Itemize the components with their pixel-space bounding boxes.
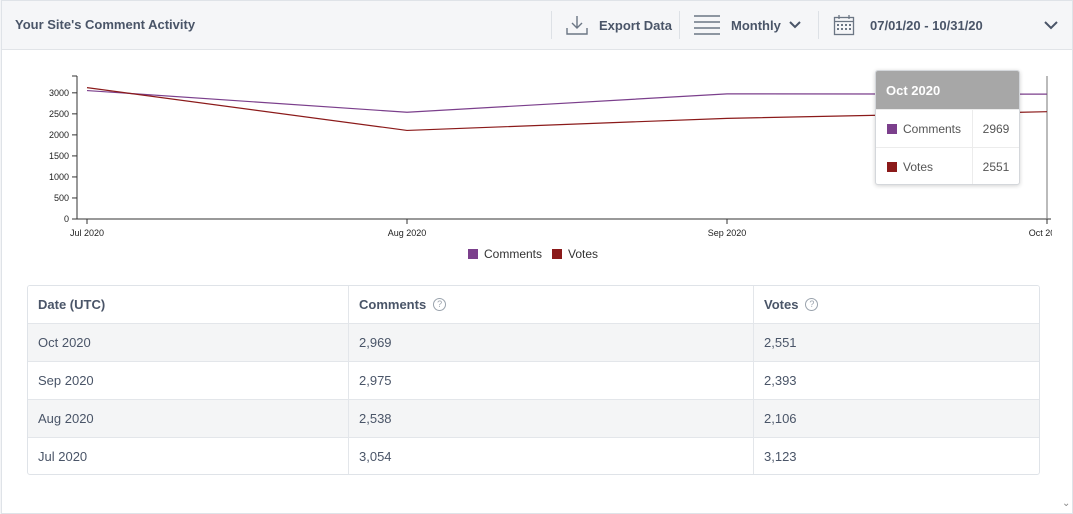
tooltip-series-name: Comments [903, 121, 962, 136]
tooltip-row-comments: Comments 2969 [876, 109, 1019, 147]
legend-item-comments[interactable]: Comments [468, 247, 542, 261]
legend-item-votes[interactable]: Votes [552, 247, 598, 261]
date-cell: Aug 2020 [28, 400, 349, 437]
date-range-picker[interactable]: 07/01/20 - 10/31/20 [833, 10, 983, 40]
activity-table: Date (UTC) Comments? Votes? Oct 2020 2,9… [27, 285, 1040, 475]
chart-tooltip: Oct 2020 Comments 2969 Votes 2551 [875, 70, 1020, 185]
scroll-down-arrow[interactable]: ⌄ [1062, 498, 1071, 509]
tooltip-value: 2969 [982, 121, 1010, 136]
votes-cell: 2,551 [764, 335, 797, 350]
x-tick-label: Aug 2020 [388, 228, 427, 238]
chevron-down-icon [1044, 20, 1058, 30]
votes-swatch [887, 161, 897, 172]
legend-swatch [552, 249, 563, 259]
y-tick-label: 3000 [49, 88, 69, 98]
column-header-date[interactable]: Date (UTC) [28, 286, 349, 323]
download-icon [565, 14, 589, 36]
y-tick-label: 1000 [49, 172, 69, 182]
y-tick-label: 2000 [49, 130, 69, 140]
tooltip-title: Oct 2020 [876, 71, 1019, 109]
chart-legend: Comments Votes [468, 247, 608, 261]
x-tick-label: Sep 2020 [708, 228, 747, 238]
x-tick-label: Jul 2020 [70, 228, 104, 238]
column-header-votes[interactable]: Votes? [754, 286, 1039, 323]
header-divider [551, 11, 552, 39]
header-divider [818, 11, 819, 39]
comments-cell: 3,054 [349, 438, 754, 474]
column-header-label: Date (UTC) [38, 297, 106, 312]
legend-label: Comments [484, 247, 543, 261]
tooltip-row-votes: Votes 2551 [876, 147, 1019, 184]
y-tick-label: 500 [54, 193, 69, 203]
tooltip-value: 2551 [982, 159, 1010, 174]
help-icon[interactable]: ? [433, 298, 447, 311]
date-cell: Jul 2020 [28, 438, 349, 474]
date-cell: Sep 2020 [28, 362, 349, 399]
comments-cell: 2,538 [349, 400, 754, 437]
column-header-comments[interactable]: Comments? [349, 286, 754, 323]
y-tick-label: 2500 [49, 109, 69, 119]
header-divider [679, 11, 680, 39]
column-header-label: Comments [359, 297, 427, 312]
y-tick-label: 0 [64, 214, 69, 224]
votes-cell: 3,123 [764, 448, 797, 464]
chevron-down-icon [789, 21, 801, 29]
export-data-label: Export Data [599, 17, 672, 33]
votes-cell: 2,106 [764, 411, 797, 426]
column-header-label: Votes [764, 297, 799, 312]
period-dropdown[interactable]: Monthly [693, 10, 801, 40]
panel-title: Your Site's Comment Activity [15, 17, 196, 32]
collapse-toggle[interactable] [1044, 10, 1058, 40]
period-label: Monthly [731, 17, 781, 33]
date-range-label: 07/01/20 - 10/31/20 [870, 17, 983, 33]
votes-cell: 2,393 [764, 373, 797, 388]
table-row: Oct 2020 2,969 2,551 [28, 324, 1039, 362]
panel-header: Your Site's Comment Activity Export Data… [2, 1, 1072, 50]
y-tick-label: 1500 [49, 151, 69, 161]
legend-swatch [468, 249, 478, 259]
table-header-row: Date (UTC) Comments? Votes? [28, 286, 1039, 324]
calendar-icon [833, 14, 855, 36]
x-tick-label: Oct 2020 [1029, 228, 1052, 238]
comments-swatch [887, 123, 897, 134]
comments-cell: 2,969 [349, 324, 754, 361]
list-icon [693, 14, 721, 36]
table-row: Jul 2020 3,054 3,123 [28, 438, 1039, 474]
date-cell: Oct 2020 [28, 324, 349, 361]
comments-cell: 2,975 [349, 362, 754, 399]
legend-label: Votes [568, 247, 599, 261]
tooltip-series-name: Votes [903, 159, 934, 174]
table-row: Sep 2020 2,975 2,393 [28, 362, 1039, 400]
export-data-button[interactable]: Export Data [565, 10, 672, 40]
table-row: Aug 2020 2,538 2,106 [28, 400, 1039, 438]
help-icon[interactable]: ? [805, 298, 819, 311]
